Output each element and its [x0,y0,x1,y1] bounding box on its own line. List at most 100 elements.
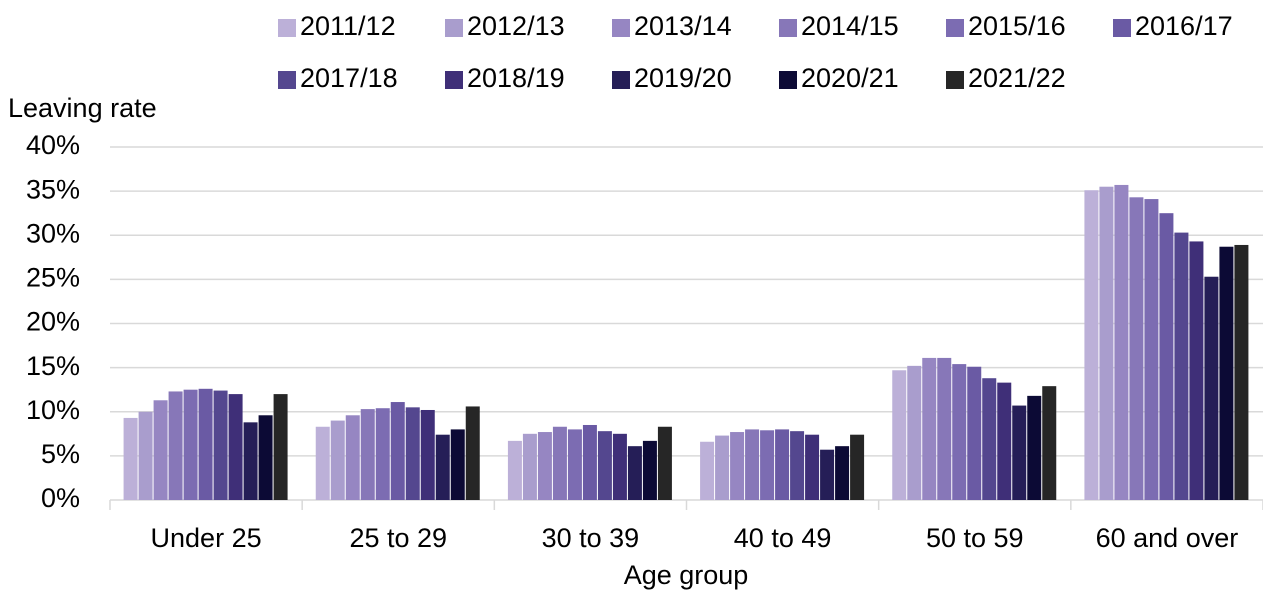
bar [315,426,330,500]
legend-swatch [445,71,463,89]
bar [790,431,805,500]
bar [138,411,153,500]
bar [1042,386,1057,500]
bar [982,378,997,500]
legend-label: 2012/13 [467,11,565,41]
bar [1219,246,1234,500]
legend-label: 2021/22 [968,63,1066,93]
y-axis-title: Leaving rate [8,93,157,123]
bar [1159,213,1174,500]
bar [522,433,537,500]
legend-swatch [946,71,964,89]
bar [642,440,657,500]
bar [907,365,922,500]
bar [465,406,480,500]
bar [730,432,745,500]
bar [435,434,450,500]
y-tick-label: 30% [26,218,80,248]
bar [745,429,760,500]
y-tick-label: 5% [41,439,80,469]
bar [612,433,627,500]
bar [1204,276,1219,500]
bar [213,390,228,500]
y-tick-label: 40% [26,130,80,160]
y-tick-label: 35% [26,174,80,204]
bar [390,402,405,500]
bar [273,394,288,500]
bar [330,420,345,500]
bar [657,426,672,500]
bar [1144,199,1159,500]
legend-label: 2017/18 [300,63,398,93]
legend-label: 2013/14 [634,11,732,41]
bar [850,434,865,500]
bar [967,366,982,500]
legend-label: 2018/19 [467,63,565,93]
bar [243,422,258,500]
legend-label: 2014/15 [801,11,899,41]
x-tick-label: 60 and over [1096,523,1239,553]
bar [507,440,522,500]
y-tick-label: 25% [26,263,80,293]
bar [567,429,582,500]
bar [700,441,715,500]
bar [997,382,1012,500]
bar [168,391,183,500]
bar [1174,232,1189,501]
legend-label: 2015/16 [968,11,1066,41]
bar [360,409,375,500]
bar [1189,241,1204,501]
y-tick-label: 10% [26,395,80,425]
bar [198,388,213,500]
legend-swatch [612,19,630,37]
bar [537,432,552,500]
x-tick-label: 25 to 29 [349,523,447,553]
bar [552,426,567,500]
bar [597,431,612,500]
bar [1012,405,1027,500]
bar [715,435,730,500]
bar [937,357,952,500]
legend-swatch [779,19,797,37]
legend-swatch [1113,19,1131,37]
x-tick-label: Under 25 [151,523,262,553]
legend-swatch [278,19,296,37]
legend-swatch [779,71,797,89]
bar [1129,197,1144,501]
bar [420,409,435,500]
bar [450,429,465,500]
bar [760,430,775,500]
bar [123,417,138,500]
y-tick-label: 20% [26,307,80,337]
bar [1084,190,1099,500]
bar [1114,184,1129,500]
bar [820,449,835,500]
bar [375,408,390,500]
legend-swatch [445,19,463,37]
legend-swatch [946,19,964,37]
y-tick-label: 15% [26,351,80,381]
bar [1099,186,1114,500]
bar [228,394,243,500]
legend-label: 2020/21 [801,63,899,93]
legend-label: 2011/12 [300,11,396,41]
bar [1234,244,1249,500]
bar [775,429,790,500]
x-axis-title: Age group [624,560,749,590]
legend-swatch [278,71,296,89]
bar [1027,395,1042,500]
bar [627,446,642,500]
bar [805,434,820,500]
bar [952,364,967,500]
bar [835,446,850,500]
y-tick-label: 0% [41,483,80,513]
legend-label: 2019/20 [634,63,732,93]
bar [345,415,360,500]
bar [582,424,597,500]
bar [183,389,198,500]
legend-label: 2016/17 [1135,11,1233,41]
bar [892,370,907,500]
legend-swatch [612,71,630,89]
